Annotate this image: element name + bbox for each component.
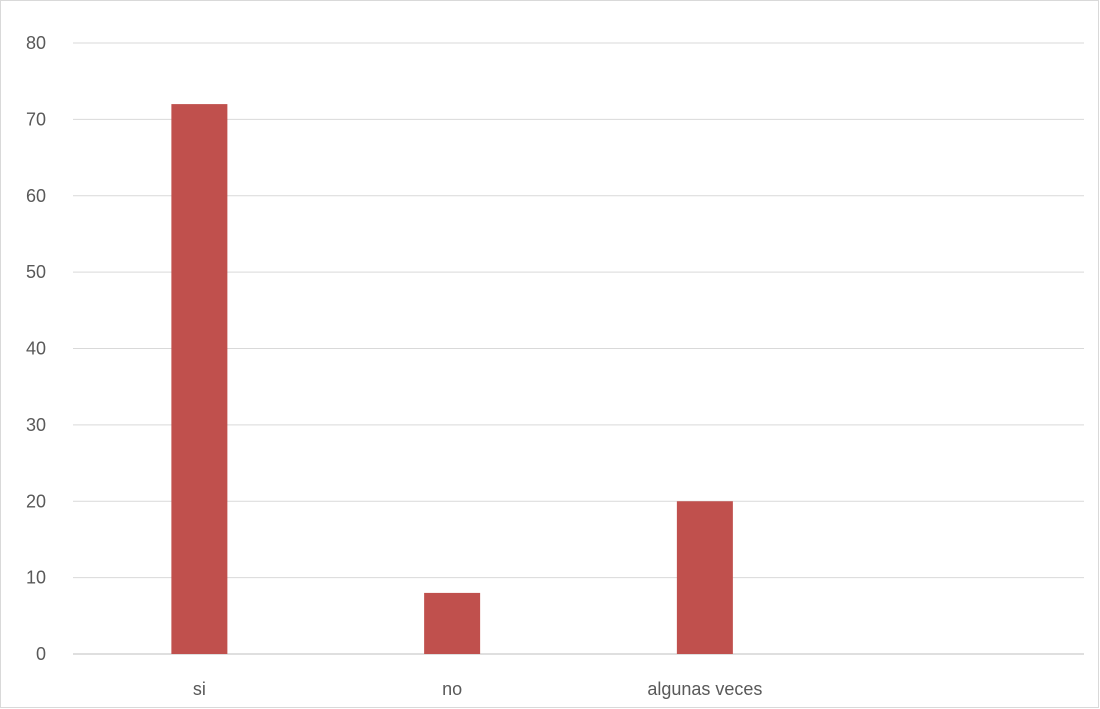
- x-axis-tick-labels: si no algunas veces: [193, 679, 763, 699]
- x-tick-label: si: [193, 679, 206, 699]
- y-tick-label: 10: [26, 568, 46, 588]
- y-tick-label: 50: [26, 262, 46, 282]
- y-tick-label: 20: [26, 491, 46, 511]
- y-tick-label: 0: [36, 644, 46, 664]
- y-tick-label: 40: [26, 339, 46, 359]
- y-tick-label: 80: [26, 33, 46, 53]
- y-tick-label: 30: [26, 415, 46, 435]
- bar-no: [424, 592, 481, 654]
- bar-si: [171, 104, 228, 655]
- x-tick-label: no: [442, 679, 462, 699]
- y-axis-tick-labels: 0 10 20 30 40 50 60 70 80: [26, 33, 46, 664]
- bar-algunas-veces: [676, 501, 733, 654]
- y-tick-label: 60: [26, 186, 46, 206]
- gridlines: [73, 42, 1084, 655]
- y-tick-label: 70: [26, 109, 46, 129]
- x-tick-label: algunas veces: [647, 679, 762, 699]
- bars: [171, 104, 733, 655]
